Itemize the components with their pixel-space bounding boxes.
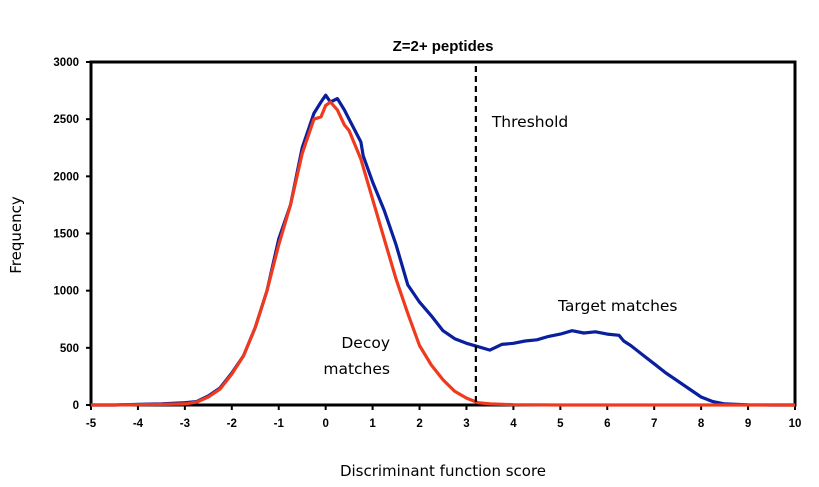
x-tick-label: -1 (274, 418, 285, 430)
threshold-group: Threshold (474, 66, 568, 405)
x-tick-label: 1 (369, 418, 376, 430)
target-matches-line (91, 93, 795, 407)
x-axis-label: Discriminant function score (340, 462, 546, 480)
x-tick-label: -3 (180, 418, 190, 430)
plot-frame (89, 60, 797, 407)
axes (89, 60, 797, 407)
x-tick-label: 5 (557, 418, 564, 430)
series-lines (91, 93, 795, 407)
y-tick-label: 2000 (53, 171, 79, 183)
x-tick-label: 3 (463, 418, 469, 430)
x-tick-label: -4 (133, 418, 144, 430)
annotations: Decoy matches Target matches (323, 297, 677, 378)
y-tick-label: 1000 (53, 286, 79, 298)
chart-title: Z=2+ peptides (393, 38, 494, 55)
y-tick-label: 500 (60, 343, 79, 355)
x-tick-label: 7 (651, 418, 657, 430)
x-tick-label: 0 (322, 418, 328, 430)
x-tick-label: 4 (510, 418, 517, 430)
decoy-matches-label: Decoy (341, 334, 390, 352)
x-tick-label: -5 (86, 418, 97, 430)
decoy-matches-line (91, 100, 795, 407)
x-tick-label: 8 (698, 418, 705, 430)
threshold-label: Threshold (491, 113, 568, 131)
x-tick-label: 10 (789, 418, 802, 430)
y-axis-label: Frequency (7, 196, 25, 274)
y-tick-label: 0 (73, 400, 79, 412)
y-tick-label: 3000 (53, 57, 79, 69)
x-tick-label: 2 (416, 418, 422, 430)
x-tick-label: 9 (745, 418, 751, 430)
x-tick-label: -2 (227, 418, 237, 430)
ticks: -5 -4 -3 -2 -1 0 1 2 3 4 5 6 7 8 9 10 0 500 1000 1500 2000 25… (53, 57, 801, 430)
x-tick-label: 6 (604, 418, 610, 430)
y-tick-label: 1500 (53, 229, 79, 241)
target-matches-label: Target matches (557, 297, 678, 315)
decoy-matches-label: matches (323, 360, 390, 378)
y-tick-label: 2500 (53, 114, 79, 126)
